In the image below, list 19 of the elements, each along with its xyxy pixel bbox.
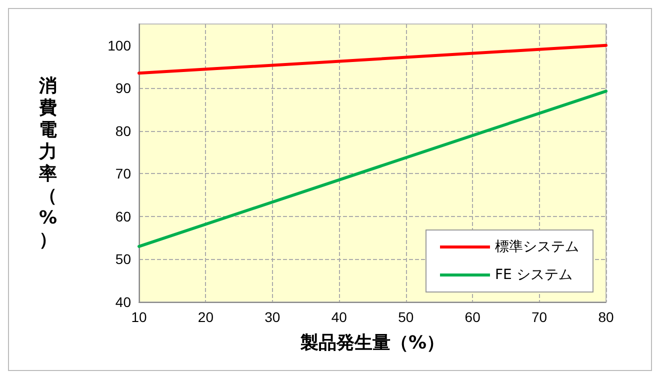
y-tick-label: 40 [115,294,132,310]
x-tick-label: 30 [264,309,280,325]
x-tick-label: 70 [531,309,548,325]
y-tick-label: 60 [115,208,132,224]
x-tick-label: 80 [598,309,614,325]
x-tick-label: 20 [198,309,214,325]
y-axis-title: 消費電力率（%） [38,76,57,250]
x-tick-label: 50 [398,309,414,325]
x-tick-label: 60 [464,309,481,325]
x-tick-label: 10 [131,309,147,325]
x-tick-label: 40 [331,309,348,325]
y-tick-label: 80 [115,122,132,139]
y-tick-label: 90 [115,80,132,96]
legend-label: FE システム [495,267,572,283]
y-tick-label: 100 [108,37,132,54]
y-tick-label: 70 [115,166,132,182]
x-axis-title: 製品発生量（%） [299,332,445,354]
legend-label: 標準システム [495,239,579,255]
y-tick-label: 50 [115,251,132,268]
